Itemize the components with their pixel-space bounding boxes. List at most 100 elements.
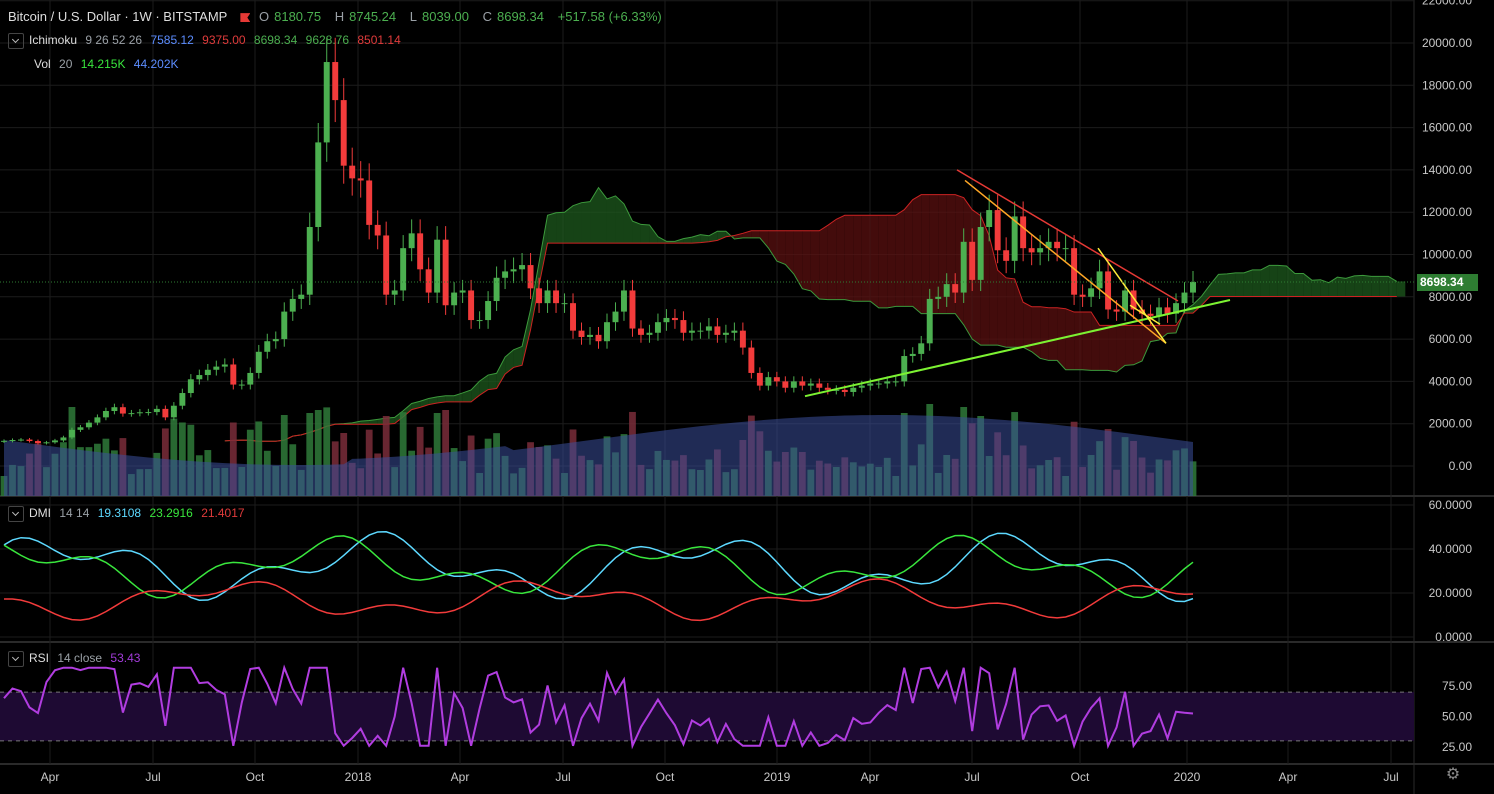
candle-body xyxy=(170,405,177,418)
kumo-segment xyxy=(530,262,540,330)
kumo-segment xyxy=(861,215,871,302)
ichimoku-lagging: 8698.34 xyxy=(253,33,298,48)
candle-body xyxy=(1062,248,1069,250)
kumo-segment xyxy=(776,230,786,265)
candle-body xyxy=(799,381,806,386)
candle-body xyxy=(459,290,466,293)
ichimoku-legend[interactable]: Ichimoku 9 26 52 26 7585.12 9375.00 8698… xyxy=(8,33,406,49)
candle-body xyxy=(442,239,449,306)
dmi-legend[interactable]: DMI 14 14 19.3108 23.2916 21.4017 xyxy=(8,506,250,522)
candle-body xyxy=(51,440,58,443)
kumo-segment xyxy=(1023,302,1032,352)
kumo-segment xyxy=(1303,273,1312,297)
candle-body xyxy=(162,408,169,418)
kumo-segment xyxy=(844,215,854,302)
volume-legend[interactable]: Vol 20 14.215K 44.202K xyxy=(34,57,184,71)
kumo-segment xyxy=(445,395,455,402)
candle-body xyxy=(238,384,245,386)
indicator-params: 14 close xyxy=(57,651,103,666)
collapse-icon[interactable] xyxy=(8,506,24,522)
flag-icon[interactable] xyxy=(240,13,251,23)
kumo-segment xyxy=(547,212,557,244)
volume-bar xyxy=(399,412,407,496)
candle-body xyxy=(1147,313,1154,316)
kumo-segment xyxy=(1286,266,1295,297)
candle-body xyxy=(544,290,551,304)
kumo-segment xyxy=(462,389,472,402)
kumo-segment xyxy=(1074,312,1083,370)
candle-body xyxy=(977,227,984,280)
x-tick-label: Oct xyxy=(1071,770,1090,784)
indicator-params: 20 xyxy=(59,57,73,71)
kumo-segment xyxy=(1133,325,1143,365)
ichimoku-span-b: 8501.14 xyxy=(357,33,401,48)
dmi-pane[interactable] xyxy=(3,531,1194,622)
y-tick-label: 75.00 xyxy=(1442,679,1472,693)
kumo-segment xyxy=(1218,273,1227,297)
x-tick-label: 2018 xyxy=(345,770,372,784)
candle-body xyxy=(969,241,976,280)
candle-body xyxy=(247,372,254,385)
candle-body xyxy=(298,294,305,299)
y-tick-label: 20.0000 xyxy=(1429,586,1473,600)
y-tick-label: 2000.00 xyxy=(1429,417,1473,431)
y-tick-label: 50.00 xyxy=(1442,710,1472,724)
candle-body xyxy=(26,439,33,442)
kumo-segment xyxy=(1371,276,1380,297)
x-tick-label: Apr xyxy=(41,770,60,784)
candle-body xyxy=(68,429,75,438)
x-tick-label: 2019 xyxy=(764,770,791,784)
candle-body xyxy=(468,290,475,321)
x-tick-label: Apr xyxy=(861,770,880,784)
price-pane[interactable] xyxy=(0,37,1414,496)
kumo-segment xyxy=(564,205,574,244)
kumo-segment xyxy=(912,194,922,314)
kumo-segment xyxy=(802,230,811,291)
ichimoku-conversion: 7585.12 xyxy=(150,33,194,48)
gear-icon[interactable]: ⚙ xyxy=(1445,766,1461,783)
kumo-segment xyxy=(1337,277,1346,297)
collapse-icon[interactable] xyxy=(8,33,24,49)
rsi-pane[interactable] xyxy=(0,664,1414,750)
kumo-segment xyxy=(1294,273,1304,297)
y-tick-label: 6000.00 xyxy=(1429,332,1473,346)
kumo-segment xyxy=(759,230,769,248)
uptrend-line xyxy=(804,298,1231,398)
y-tick-label: 4000.00 xyxy=(1429,374,1473,388)
candle-body xyxy=(493,277,500,302)
ohlc-change: +517.58 (+6.33%) xyxy=(557,9,662,24)
candle-body xyxy=(578,330,585,337)
candle-body xyxy=(850,387,857,392)
candle-body xyxy=(255,351,262,373)
kumo-segment xyxy=(428,396,438,405)
candle-body xyxy=(1105,271,1112,310)
candle-body xyxy=(587,334,593,337)
candle-body xyxy=(289,298,296,312)
kumo-segment xyxy=(1252,269,1261,297)
y-tick-label: 10000.00 xyxy=(1422,248,1472,262)
collapse-icon[interactable] xyxy=(8,651,24,667)
kumo-segment xyxy=(1006,277,1015,348)
y-tick-label: 40.0000 xyxy=(1429,542,1473,556)
candle-body xyxy=(9,439,16,441)
candle-body xyxy=(553,290,560,304)
kumo-segment xyxy=(700,234,709,243)
volume-bar xyxy=(178,422,186,496)
candle-body xyxy=(536,288,543,304)
kumo-segment xyxy=(1209,274,1219,297)
y-tick-label: 16000.00 xyxy=(1422,121,1472,135)
y-tick-label: 12000.00 xyxy=(1422,205,1472,219)
candle-body xyxy=(1164,307,1171,314)
kumo-segment xyxy=(997,270,1007,348)
candle-body xyxy=(519,265,526,270)
candle-body xyxy=(357,178,364,181)
candle-body xyxy=(714,326,721,335)
candle-body xyxy=(1028,248,1035,253)
rsi-legend[interactable]: RSI 14 close 53.43 xyxy=(8,651,145,667)
candle-body xyxy=(756,372,763,386)
volume-value: 14.215K xyxy=(80,57,126,71)
dmi-plus: 23.2916 xyxy=(149,506,193,521)
candle-body xyxy=(867,383,874,386)
